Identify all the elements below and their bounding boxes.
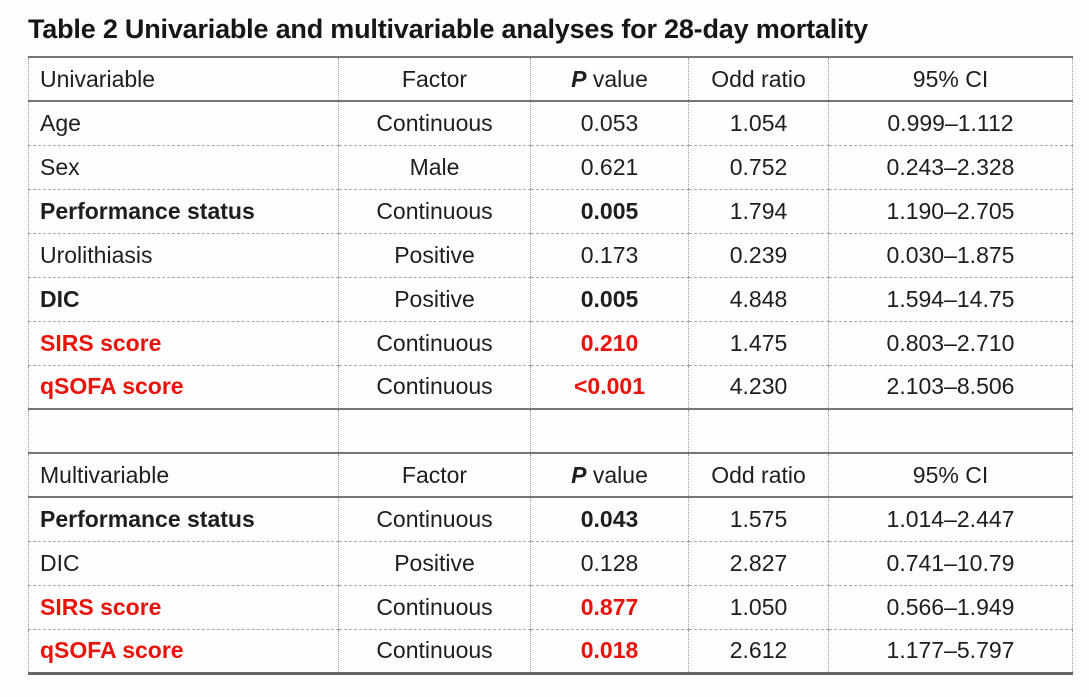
- row-label-cell: Age: [28, 101, 339, 146]
- header-factor: Factor: [338, 56, 531, 102]
- factor-cell: Continuous: [338, 629, 531, 675]
- table-row-sirs-univariable: SIRS score Continuous 0.210 1.475 0.803–…: [28, 321, 1073, 366]
- p-value-cell: 0.877: [530, 585, 689, 630]
- factor-cell: Positive: [338, 277, 531, 322]
- p-value-cell: 0.173: [530, 233, 689, 278]
- odd-ratio-cell: 1.575: [688, 497, 829, 542]
- p-value-rest: value: [586, 461, 648, 488]
- header-ci: 95% CI: [828, 452, 1073, 498]
- odd-ratio-cell: 2.612: [688, 629, 829, 675]
- factor-cell: Continuous: [338, 497, 531, 542]
- ci-cell: 0.741–10.79: [828, 541, 1073, 586]
- table-title: Table 2 Univariable and multivariable an…: [28, 14, 868, 44]
- ci-cell: 0.030–1.875: [828, 233, 1073, 278]
- table-row-performance-status: Performance status Continuous 0.005 1.79…: [28, 189, 1073, 234]
- odd-ratio-cell: 1.054: [688, 101, 829, 146]
- table-row-dic-multivariable: DIC Positive 0.128 2.827 0.741–10.79: [28, 541, 1073, 586]
- univariable-header-row: Univariable Factor P value Odd ratio 95%…: [28, 56, 1073, 102]
- factor-cell: Continuous: [338, 189, 531, 234]
- ci-cell: 2.103–8.506: [828, 365, 1073, 410]
- factor-cell: Positive: [338, 541, 531, 586]
- ci-cell: 0.566–1.949: [828, 585, 1073, 630]
- p-value-cell: 0.128: [530, 541, 689, 586]
- spacer-cell: [828, 409, 1073, 453]
- ci-cell: 0.803–2.710: [828, 321, 1073, 366]
- odd-ratio-cell: 2.827: [688, 541, 829, 586]
- p-value-cell: 0.621: [530, 145, 689, 190]
- factor-cell: Male: [338, 145, 531, 190]
- row-label-cell: SIRS score: [28, 585, 339, 630]
- results-table: Univariable Factor P value Odd ratio 95%…: [28, 56, 1073, 675]
- odd-ratio-cell: 1.794: [688, 189, 829, 234]
- multivariable-header-row: Multivariable Factor P value Odd ratio 9…: [28, 452, 1073, 498]
- header-ci: 95% CI: [828, 56, 1073, 102]
- p-value-italic-p: P: [571, 461, 587, 488]
- ci-cell: 1.190–2.705: [828, 189, 1073, 234]
- spacer-cell: [338, 409, 531, 453]
- factor-cell: Continuous: [338, 365, 531, 410]
- odd-ratio-cell: 4.848: [688, 277, 829, 322]
- odd-ratio-cell: 0.752: [688, 145, 829, 190]
- table-row-urolithiasis: Urolithiasis Positive 0.173 0.239 0.030–…: [28, 233, 1073, 278]
- p-value-cell: <0.001: [530, 365, 689, 410]
- factor-cell: Continuous: [338, 321, 531, 366]
- row-label-cell: Urolithiasis: [28, 233, 339, 278]
- row-label-cell: Performance status: [28, 497, 339, 542]
- spacer-cell: [28, 409, 339, 453]
- p-value-cell: 0.005: [530, 277, 689, 322]
- section-header-univariable: Univariable: [28, 56, 339, 102]
- header-odd-ratio: Odd ratio: [688, 452, 829, 498]
- odd-ratio-cell: 1.050: [688, 585, 829, 630]
- p-value-cell: 0.018: [530, 629, 689, 675]
- row-label-cell: DIC: [28, 277, 339, 322]
- factor-cell: Continuous: [338, 585, 531, 630]
- row-label-cell: SIRS score: [28, 321, 339, 366]
- table-row-dic-univariable: DIC Positive 0.005 4.848 1.594–14.75: [28, 277, 1073, 322]
- p-value-cell: 0.043: [530, 497, 689, 542]
- p-value-cell: 0.005: [530, 189, 689, 234]
- table-row-qsofa-multivariable: qSOFA score Continuous 0.018 2.612 1.177…: [28, 629, 1073, 675]
- ci-cell: 1.594–14.75: [828, 277, 1073, 322]
- spacer-row: [28, 409, 1073, 453]
- p-value-cell: 0.210: [530, 321, 689, 366]
- row-label-cell: DIC: [28, 541, 339, 586]
- row-label-cell: Performance status: [28, 189, 339, 234]
- factor-cell: Continuous: [338, 101, 531, 146]
- spacer-cell: [688, 409, 829, 453]
- p-value-cell: 0.053: [530, 101, 689, 146]
- row-label-cell: qSOFA score: [28, 365, 339, 410]
- table-row-qsofa-univariable: qSOFA score Continuous <0.001 4.230 2.10…: [28, 365, 1073, 410]
- odd-ratio-cell: 1.475: [688, 321, 829, 366]
- table-row-age: Age Continuous 0.053 1.054 0.999–1.112: [28, 101, 1073, 146]
- odd-ratio-cell: 0.239: [688, 233, 829, 278]
- row-label-cell: qSOFA score: [28, 629, 339, 675]
- ci-cell: 0.243–2.328: [828, 145, 1073, 190]
- header-p-value: P value: [530, 56, 689, 102]
- header-odd-ratio: Odd ratio: [688, 56, 829, 102]
- factor-cell: Positive: [338, 233, 531, 278]
- odd-ratio-cell: 4.230: [688, 365, 829, 410]
- header-factor: Factor: [338, 452, 531, 498]
- table-row-sex: Sex Male 0.621 0.752 0.243–2.328: [28, 145, 1073, 190]
- header-p-value: P value: [530, 452, 689, 498]
- table-row-performance-status-multivariable: Performance status Continuous 0.043 1.57…: [28, 497, 1073, 542]
- table-row-sirs-multivariable: SIRS score Continuous 0.877 1.050 0.566–…: [28, 585, 1073, 630]
- p-value-rest: value: [586, 65, 648, 92]
- ci-cell: 0.999–1.112: [828, 101, 1073, 146]
- p-value-italic-p: P: [571, 65, 587, 92]
- ci-cell: 1.177–5.797: [828, 629, 1073, 675]
- spacer-cell: [530, 409, 689, 453]
- ci-cell: 1.014–2.447: [828, 497, 1073, 542]
- row-label-cell: Sex: [28, 145, 339, 190]
- section-header-multivariable: Multivariable: [28, 452, 339, 498]
